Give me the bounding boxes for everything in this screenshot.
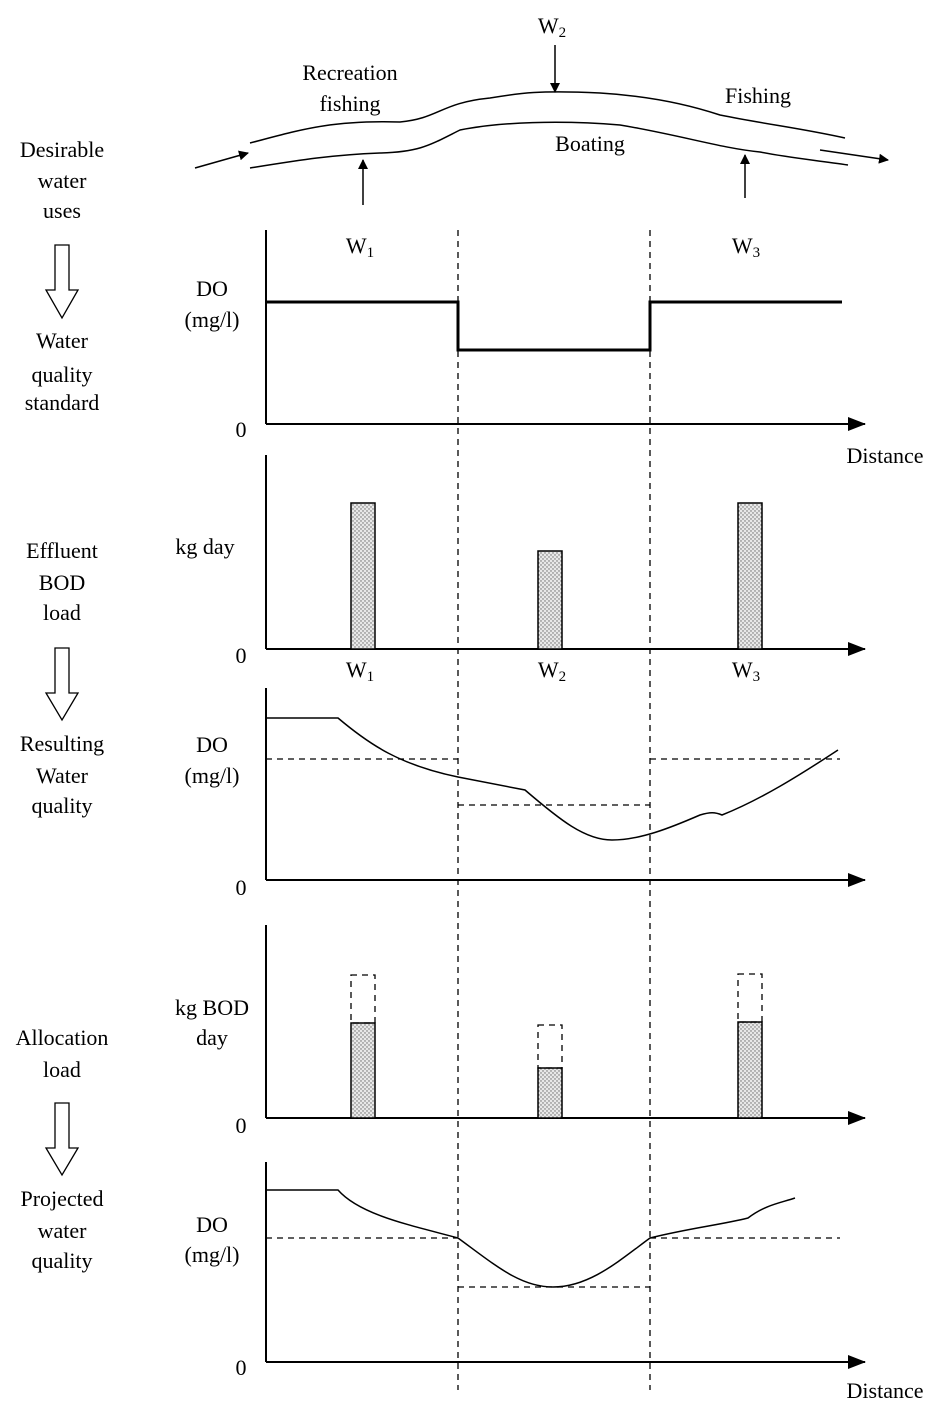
w-label: W1 [346,233,374,261]
stage-label: Projected [20,1186,103,1211]
y-label: (mg/l) [185,763,240,788]
origin: 0 [236,417,247,442]
flow-arrow [46,245,78,318]
panel: kg day 0 W1 W2 W3 [175,455,865,685]
load-bar [351,503,375,649]
river-label: fishing [319,91,380,116]
river-label: Fishing [725,83,791,108]
w-label: W2 [538,13,566,41]
stage-label: water [38,168,88,193]
panel: DO (mg/l) 0 [185,688,866,900]
y-label: kg BOD [175,995,249,1020]
origin: 0 [236,1355,247,1380]
origin: 0 [236,643,247,668]
stage-label: Desirable [20,137,104,162]
x-label: Distance [847,1378,924,1403]
river-label: Boating [555,131,625,156]
stage-label: Effluent [26,538,98,563]
allocation-bar [738,1022,762,1118]
stage-labels: Desirable water uses Water quality stand… [16,137,109,1273]
y-label: DO [196,732,228,757]
standard-line [266,302,842,350]
w-label: W3 [732,233,760,261]
stage-label: standard [25,390,100,415]
stage-label: water [38,1218,88,1243]
w-label: W1 [346,657,374,685]
reduction-box [738,974,762,1022]
panel: kg BOD day 0 [175,925,865,1138]
stage-label: load [43,1057,81,1082]
stage-label: quality [31,362,92,387]
reduction-box [538,1025,562,1068]
load-bar [538,551,562,649]
y-label: kg day [175,534,234,559]
stage-label: Resulting [20,731,104,756]
y-label: DO [196,276,228,301]
allocation-bar [538,1068,562,1118]
origin: 0 [236,1113,247,1138]
diagram: Recreation fishing Fishing Boating W2 De… [0,0,937,1407]
panel: DO (mg/l) 0 Distance [185,1162,924,1403]
river-label: Recreation [302,60,397,85]
stage-label: Water [36,328,89,353]
stage-label: quality [31,793,92,818]
x-label: Distance [847,443,924,468]
stage-label: load [43,600,81,625]
load-bar [738,503,762,649]
y-label: DO [196,1212,228,1237]
y-label: (mg/l) [185,307,240,332]
w-label: W3 [732,657,760,685]
stage-label: Allocation [16,1025,109,1050]
origin: 0 [236,875,247,900]
stage-label: quality [31,1248,92,1273]
river: Recreation fishing Fishing Boating W2 [195,13,888,205]
reduction-box [351,975,375,1023]
y-label: (mg/l) [185,1242,240,1267]
w-label: W2 [538,657,566,685]
flow-arrow [46,648,78,720]
y-label: day [196,1025,228,1050]
stage-label: BOD [39,570,85,595]
stage-label: Water [36,763,89,788]
flow-arrow [46,1103,78,1175]
stage-label: uses [43,198,81,223]
allocation-bar [351,1023,375,1118]
do-curve [266,718,838,840]
panel: DO (mg/l) 0 Distance W1 W3 [185,230,924,468]
